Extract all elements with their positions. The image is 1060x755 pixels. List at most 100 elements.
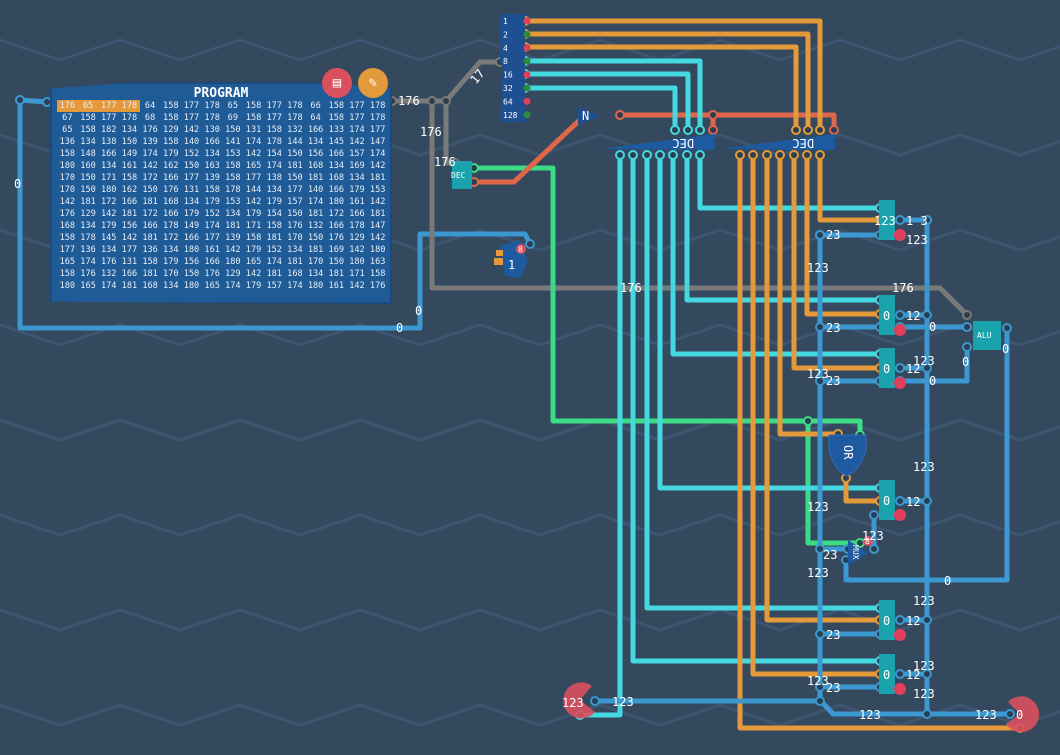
- program-cell[interactable]: 177: [59, 245, 76, 255]
- register[interactable]: [879, 348, 895, 388]
- program-cell[interactable]: 64: [144, 101, 156, 111]
- program-cell[interactable]: 181: [142, 269, 158, 279]
- program-cell[interactable]: 142: [349, 281, 365, 291]
- program-cell[interactable]: 138: [100, 137, 117, 147]
- program-cell[interactable]: 67: [62, 113, 73, 123]
- program-cell[interactable]: 142: [369, 161, 386, 171]
- program-cell[interactable]: 148: [80, 149, 96, 159]
- program-cell[interactable]: 180: [183, 245, 200, 255]
- program-cell[interactable]: 149: [121, 149, 138, 159]
- program-cell[interactable]: 134: [163, 245, 179, 255]
- program-cell[interactable]: 179: [245, 281, 262, 291]
- memory-view-button[interactable]: ▤: [322, 68, 352, 98]
- program-cell[interactable]: 174: [245, 137, 262, 147]
- program-cell[interactable]: 153: [225, 197, 241, 207]
- program-cell[interactable]: 176: [80, 269, 96, 279]
- program-cell[interactable]: 177: [266, 113, 282, 123]
- program-cell[interactable]: 180: [349, 257, 365, 267]
- program-cell[interactable]: 162: [163, 161, 179, 171]
- program-cell[interactable]: 134: [121, 125, 138, 135]
- program-cell[interactable]: 170: [163, 269, 179, 279]
- program-cell[interactable]: 134: [80, 221, 96, 231]
- program-cell[interactable]: 174: [287, 281, 303, 291]
- program-cell[interactable]: 142: [369, 197, 386, 207]
- program-cell[interactable]: 142: [349, 137, 365, 147]
- program-cell[interactable]: 142: [349, 245, 365, 255]
- program-cell[interactable]: 176: [328, 233, 345, 243]
- program-cell[interactable]: 158: [80, 125, 96, 135]
- program-cell[interactable]: 178: [80, 233, 96, 243]
- program-cell[interactable]: 136: [80, 245, 96, 255]
- program-cell[interactable]: 65: [62, 125, 73, 135]
- program-cell[interactable]: 168: [59, 221, 76, 231]
- program-cell[interactable]: 147: [369, 221, 386, 231]
- program-cell[interactable]: 150: [121, 137, 138, 147]
- program-cell[interactable]: 166: [328, 221, 345, 231]
- program-cell[interactable]: 181: [369, 209, 386, 219]
- program-cell[interactable]: 166: [142, 221, 158, 231]
- wire[interactable]: [791, 155, 880, 371]
- program-cell[interactable]: 65: [227, 101, 239, 111]
- program-cell[interactable]: 174: [80, 257, 96, 267]
- program-cell[interactable]: 131: [121, 257, 138, 267]
- program-cell[interactable]: 178: [163, 221, 179, 231]
- program-cell[interactable]: 176: [287, 221, 303, 231]
- program-cell[interactable]: 132: [287, 125, 303, 135]
- program-cell[interactable]: 157: [349, 149, 365, 159]
- program-cell[interactable]: 161: [349, 197, 365, 207]
- program-cell[interactable]: 168: [287, 269, 303, 279]
- program-cell[interactable]: 174: [349, 125, 365, 135]
- program-cell[interactable]: 136: [59, 137, 76, 147]
- program-cell[interactable]: 179: [100, 221, 117, 231]
- program-cell[interactable]: 174: [100, 281, 117, 291]
- program-cell[interactable]: 158: [225, 161, 241, 171]
- alu[interactable]: [973, 321, 1001, 350]
- program-cell[interactable]: 172: [100, 197, 117, 207]
- program-cell[interactable]: 171: [245, 221, 262, 231]
- program-cell[interactable]: 181: [225, 221, 241, 231]
- program-cell[interactable]: 168: [142, 281, 158, 291]
- program-cell[interactable]: 178: [225, 185, 241, 195]
- program-cell[interactable]: 171: [100, 173, 117, 183]
- program-cell[interactable]: 166: [183, 233, 200, 243]
- wire[interactable]: [525, 18, 823, 130]
- program-cell[interactable]: 171: [349, 269, 365, 279]
- wire[interactable]: [443, 101, 455, 166]
- not-gate[interactable]: [578, 107, 600, 125]
- decoder-b[interactable]: [720, 134, 835, 150]
- program-cell[interactable]: 174: [142, 149, 158, 159]
- program-cell[interactable]: 180: [328, 197, 345, 207]
- program-cell[interactable]: 134: [225, 209, 241, 219]
- program-cell[interactable]: 158: [245, 101, 262, 111]
- program-cell[interactable]: 177: [266, 101, 282, 111]
- program-cell[interactable]: 177: [98, 100, 120, 112]
- program-cell[interactable]: 180: [100, 185, 117, 195]
- program-cell[interactable]: 158: [163, 137, 179, 147]
- program-cell[interactable]: 180: [307, 281, 324, 291]
- program-cell[interactable]: 152: [266, 245, 282, 255]
- program-cell[interactable]: 166: [163, 173, 179, 183]
- wire[interactable]: [805, 421, 860, 546]
- program-cell[interactable]: 150: [80, 173, 96, 183]
- program-cell[interactable]: 177: [183, 113, 200, 123]
- program-cell[interactable]: 177: [183, 173, 200, 183]
- register[interactable]: [879, 600, 895, 640]
- output-right[interactable]: [1006, 696, 1040, 733]
- program-cell[interactable]: 176: [163, 185, 179, 195]
- program-cell[interactable]: 64: [310, 113, 321, 123]
- program-cell[interactable]: 178: [369, 101, 386, 111]
- program-cell[interactable]: 142: [121, 233, 138, 243]
- register[interactable]: [879, 295, 895, 335]
- program-cell[interactable]: 181: [266, 269, 282, 279]
- wire[interactable]: [900, 347, 970, 384]
- program-cell[interactable]: 176: [100, 257, 117, 267]
- program-cell[interactable]: 150: [142, 185, 158, 195]
- wire[interactable]: [697, 155, 880, 211]
- program-cell[interactable]: 133: [328, 125, 345, 135]
- program-cell[interactable]: 136: [142, 245, 158, 255]
- program-cell[interactable]: 132: [100, 269, 117, 279]
- program-cell[interactable]: 158: [121, 173, 138, 183]
- program-cell[interactable]: 134: [328, 161, 345, 171]
- program-cell[interactable]: 154: [266, 209, 282, 219]
- program-cell[interactable]: 158: [369, 269, 386, 279]
